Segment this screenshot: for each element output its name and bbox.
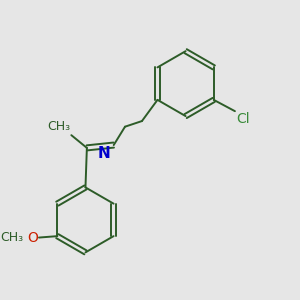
Text: N: N — [98, 146, 110, 161]
Text: CH₃: CH₃ — [0, 231, 23, 244]
Text: CH₃: CH₃ — [47, 121, 70, 134]
Text: Cl: Cl — [236, 112, 250, 126]
Text: O: O — [27, 231, 38, 244]
